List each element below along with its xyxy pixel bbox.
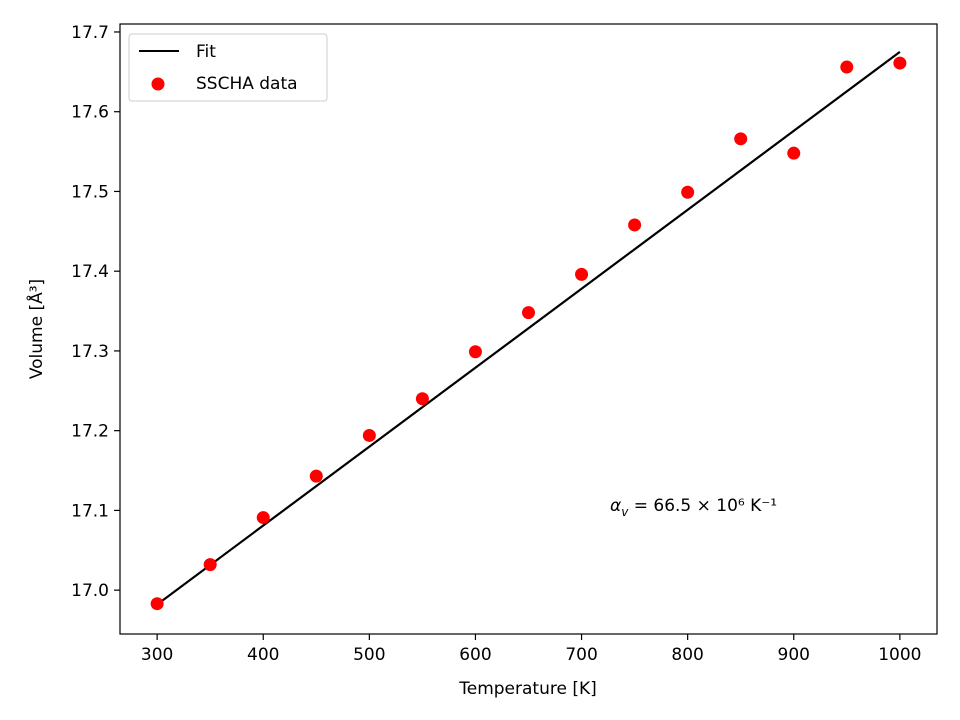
y-tick-label: 17.1 [71,501,109,521]
x-tick-label: 700 [565,645,597,665]
annotation-alpha: αv = 66.5 × 10⁶ K⁻¹ [610,496,777,519]
y-tick-label: 17.6 [71,103,109,123]
x-axis-label: Temperature [K] [458,679,597,699]
sscha-data-point [628,218,642,232]
sscha-data-point [575,267,589,281]
sscha-data-point [309,469,323,483]
x-tick-label: 500 [353,645,385,665]
x-tick-label: 800 [671,645,703,665]
sscha-data-point [787,146,801,160]
legend-fit-label: Fit [196,42,216,62]
sscha-data-point [734,132,748,146]
y-tick-label: 17.2 [71,422,109,442]
sscha-data-point [415,392,429,406]
sscha-data-point [150,597,164,611]
legend: Fit SSCHA data [128,33,328,102]
x-tick-label: 300 [141,645,173,665]
y-tick-label: 17.0 [71,581,109,601]
x-tick-label: 900 [778,645,810,665]
axis-ticks: 300 400 500 600 700 800 900 1000 17.0 17.1 17.2 17.… [71,23,921,665]
y-tick-label: 17.7 [71,23,109,43]
sscha-data-point [256,511,270,525]
legend-sscha-swatch [151,77,165,91]
sscha-data-point [840,60,854,74]
y-axis-label: Volume [Å³] [25,279,47,379]
fit-line [156,51,901,606]
sscha-data-point [893,56,907,70]
y-tick-label: 17.4 [71,262,109,282]
sscha-data-point [203,558,217,572]
sscha-data-point [681,185,695,199]
y-tick-label: 17.3 [71,342,109,362]
sscha-data-point [468,345,482,359]
x-tick-label: 400 [247,645,279,665]
x-tick-label: 600 [459,645,491,665]
sscha-data-point [362,428,376,442]
axes-frame [119,23,938,635]
sscha-data-point [522,306,535,320]
plot-area [150,51,907,611]
legend-sscha-label: SSCHA data [196,74,298,94]
y-tick-label: 17.5 [71,182,109,202]
x-tick-label: 1000 [878,645,921,665]
